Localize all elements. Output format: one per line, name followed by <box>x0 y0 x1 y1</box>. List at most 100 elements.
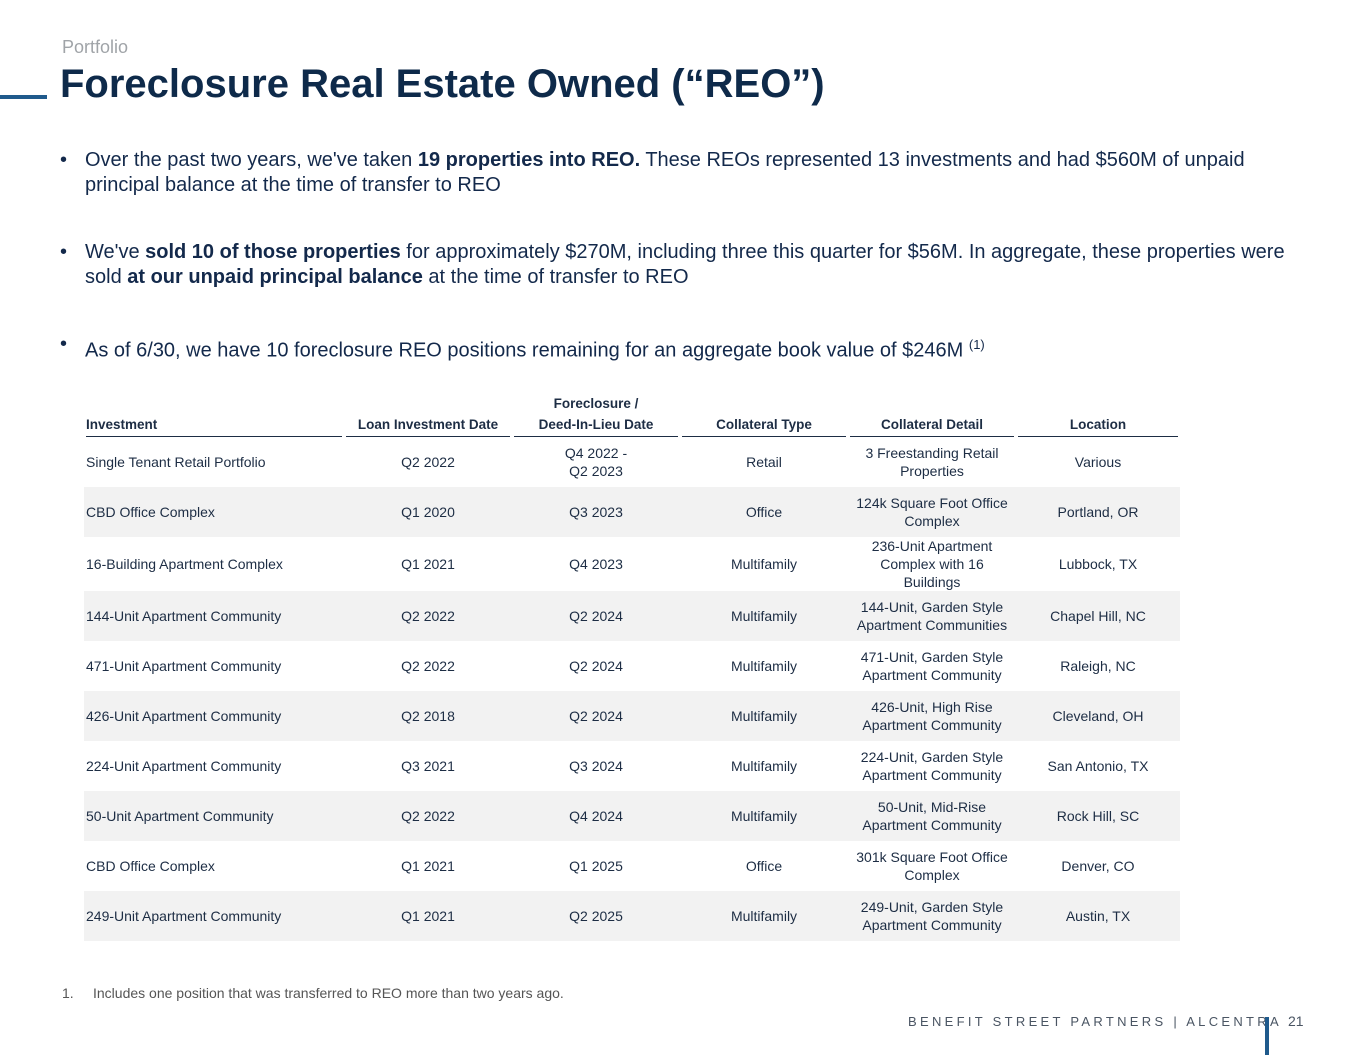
table-row: 144-Unit Apartment Community Q2 2022 Q2 20… <box>84 591 1180 641</box>
table-cell: Lubbock, TX <box>1058 556 1138 572</box>
table-cell: Q3 2024 <box>569 758 623 774</box>
table-cell: 144-Unit, Garden Style Apartment Communi… <box>848 591 1016 641</box>
table-cell: Raleigh, NC <box>1060 658 1136 674</box>
table-cell: Portland, OR <box>1016 487 1180 537</box>
table-cell: Q1 2025 <box>569 858 623 874</box>
table-cell: Q3 2021 <box>401 758 455 774</box>
table-cell: Retail <box>746 454 782 470</box>
table-cell: Multifamily <box>680 791 848 841</box>
header-text: Investment <box>86 414 342 437</box>
table-cell: Q4 2024 <box>512 791 680 841</box>
column-header: Location <box>1016 393 1180 437</box>
table-cell: Q1 2021 <box>401 556 455 572</box>
footnote: Includes one position that was transferr… <box>93 985 564 1001</box>
title: Foreclosure Real Estate Owned (“REO”) <box>60 62 825 106</box>
table-cell: 224-Unit Apartment Community <box>86 758 282 774</box>
table-cell: Q2 2022 <box>344 791 512 841</box>
bullet: Over the past two years, we've taken 19 … <box>60 148 1290 198</box>
table-cell: Q2 2024 <box>512 691 680 741</box>
table-cell: 3 Freestanding Retail Properties <box>865 445 999 479</box>
bold-text: 19 properties into REO. <box>417 149 641 171</box>
table-cell: 249-Unit, Garden Style Apartment Communi… <box>848 891 1016 941</box>
table-cell: Multifamily <box>730 556 798 572</box>
page-number: 21 <box>1288 1013 1304 1029</box>
table-cell: Multifamily <box>730 758 798 774</box>
column-header: Collateral Detail <box>848 393 1016 437</box>
section-label: Portfolio <box>62 37 129 57</box>
bold-text: sold 10 of those properties <box>145 241 401 263</box>
table-cell: Q2 2022 <box>401 658 455 674</box>
bullet: We've sold 10 of those properties for ap… <box>60 240 1290 290</box>
table-cell: Multifamily <box>680 891 848 941</box>
table-cell: Office <box>745 858 783 874</box>
table-cell: Denver, CO <box>1061 858 1135 874</box>
table-cell: Multifamily <box>680 591 848 641</box>
table-cell: 144-Unit Apartment Community <box>84 591 344 641</box>
table-cell: Q1 2021 <box>401 858 455 874</box>
table-row: 471-Unit Apartment Community Q2 2022 Q2 20… <box>84 641 1180 691</box>
table-cell: 124k Square Foot Office Complex <box>848 487 1016 537</box>
table-cell: CBD Office Complex <box>84 487 344 537</box>
table-row: Single Tenant Retail Portfolio Q2 2022 Q4 … <box>84 437 1180 487</box>
table-cell: Q2 2018 <box>344 691 512 741</box>
text: Over the past two years, we've taken <box>85 149 418 171</box>
table-cell: Q2 2025 <box>512 891 680 941</box>
header-text: Location <box>1018 414 1178 437</box>
table-cell: 426-Unit, High Rise Apartment Community <box>848 691 1016 741</box>
table-cell: Q1 2021 <box>344 891 512 941</box>
table-cell: Q4 2023 <box>569 556 623 572</box>
header-text: Collateral Detail <box>850 414 1014 437</box>
table-cell: Office <box>680 487 848 537</box>
header-text: Loan Investment Date <box>346 414 510 437</box>
table-cell: Q2 2022 <box>344 591 512 641</box>
header-row: Investment Loan Investment Date Foreclosur… <box>84 393 1180 437</box>
text: As of 6/30, we have 10 foreclosure REO p… <box>85 339 969 362</box>
table-cell: Rock Hill, SC <box>1016 791 1180 841</box>
table-cell: Q4 2022 - Q2 2023 <box>564 445 628 479</box>
table-cell: Various <box>1074 454 1122 470</box>
table-cell: Multifamily <box>730 658 798 674</box>
table-cell: Q2 2024 <box>512 591 680 641</box>
table-cell: Austin, TX <box>1016 891 1180 941</box>
brand: BENEFIT STREET PARTNERS | ALCENTRA <box>908 1014 1282 1029</box>
header-text: Foreclosure / Deed-In-Lieu Date <box>514 393 678 437</box>
footnote-number: 1. <box>62 985 74 1001</box>
table-cell: 224-Unit, Garden Style Apartment Communi… <box>860 749 1004 783</box>
table-cell: Q1 2020 <box>344 487 512 537</box>
table-cell: 249-Unit Apartment Community <box>84 891 344 941</box>
text: for approximately $270M, including three… <box>85 241 1285 288</box>
table-cell: 471-Unit, Garden Style Apartment Communi… <box>860 649 1004 683</box>
table-cell: 16-Building Apartment Complex <box>86 556 283 572</box>
footnote-ref: (1) <box>968 337 985 352</box>
table-cell: 426-Unit Apartment Community <box>84 691 344 741</box>
table-row: 224-Unit Apartment Community Q3 2021 Q3 20… <box>84 741 1180 791</box>
table-cell: Q3 2023 <box>512 487 680 537</box>
bullet-list: Over the past two years, we've taken 19 … <box>60 148 1290 406</box>
table-row: 50-Unit Apartment Community Q2 2022 Q4 202… <box>84 791 1180 841</box>
table-cell: San Antonio, TX <box>1047 758 1149 774</box>
bullet: As of 6/30, we have 10 foreclosure REO p… <box>60 332 1290 364</box>
table-row: CBD Office Complex Q1 2020 Q3 2023 Office 12… <box>84 487 1180 537</box>
table-cell: 50-Unit, Mid-Rise Apartment Community <box>848 791 1016 841</box>
table-cell: 236-Unit Apartment Complex with 16 Build… <box>871 538 993 590</box>
table-cell: Cleveland, OH <box>1016 691 1180 741</box>
table-row: 426-Unit Apartment Community Q2 2018 Q2 20… <box>84 691 1180 741</box>
bold-text: at our unpaid principal balance <box>127 266 423 288</box>
footer-bar <box>1265 1017 1269 1055</box>
table-cell: 50-Unit Apartment Community <box>84 791 344 841</box>
table-cell: Multifamily <box>680 691 848 741</box>
text: We've <box>85 241 146 263</box>
text: These REOs represented 13 investments an… <box>85 149 1245 196</box>
table-row: CBD Office Complex Q1 2021 Q1 2025 Office 30… <box>84 841 1180 891</box>
reo-table: Investment Loan Investment Date Foreclosur… <box>84 393 1180 941</box>
column-header: Collateral Type <box>680 393 848 437</box>
table-row: 16-Building Apartment Complex Q1 2021 Q4 2… <box>84 537 1180 591</box>
header-text: Collateral Type <box>682 414 846 437</box>
table-body: Single Tenant Retail Portfolio Q2 2022 Q4 … <box>84 437 1180 941</box>
column-header: Loan Investment Date <box>344 393 512 437</box>
table-cell: 471-Unit Apartment Community <box>86 658 282 674</box>
table-cell: Q2 2024 <box>569 658 623 674</box>
table-cell: 301k Square Foot Office Complex <box>856 849 1008 883</box>
table-cell: CBD Office Complex <box>86 858 215 874</box>
